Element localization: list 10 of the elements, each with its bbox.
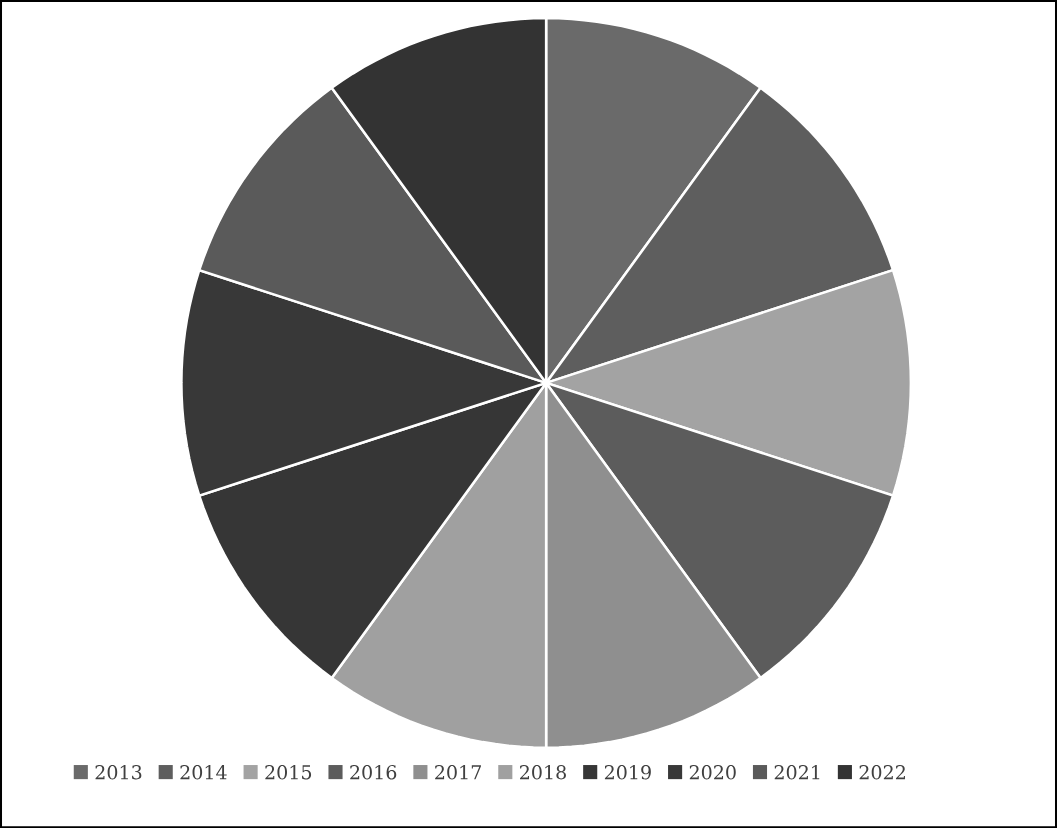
- legend-label: 2014: [180, 764, 227, 780]
- legend-label: 2013: [95, 764, 142, 780]
- legend-label: 2015: [265, 764, 312, 780]
- legend-label: 2018: [520, 764, 566, 780]
- legend-label: 2017: [435, 764, 481, 780]
- legend-label: 2021: [774, 764, 820, 780]
- legend-label: 2019: [604, 764, 651, 780]
- legend-label: 2020: [689, 764, 736, 780]
- legend-label: 2022: [859, 764, 905, 780]
- legend-label: 2016: [350, 764, 397, 780]
